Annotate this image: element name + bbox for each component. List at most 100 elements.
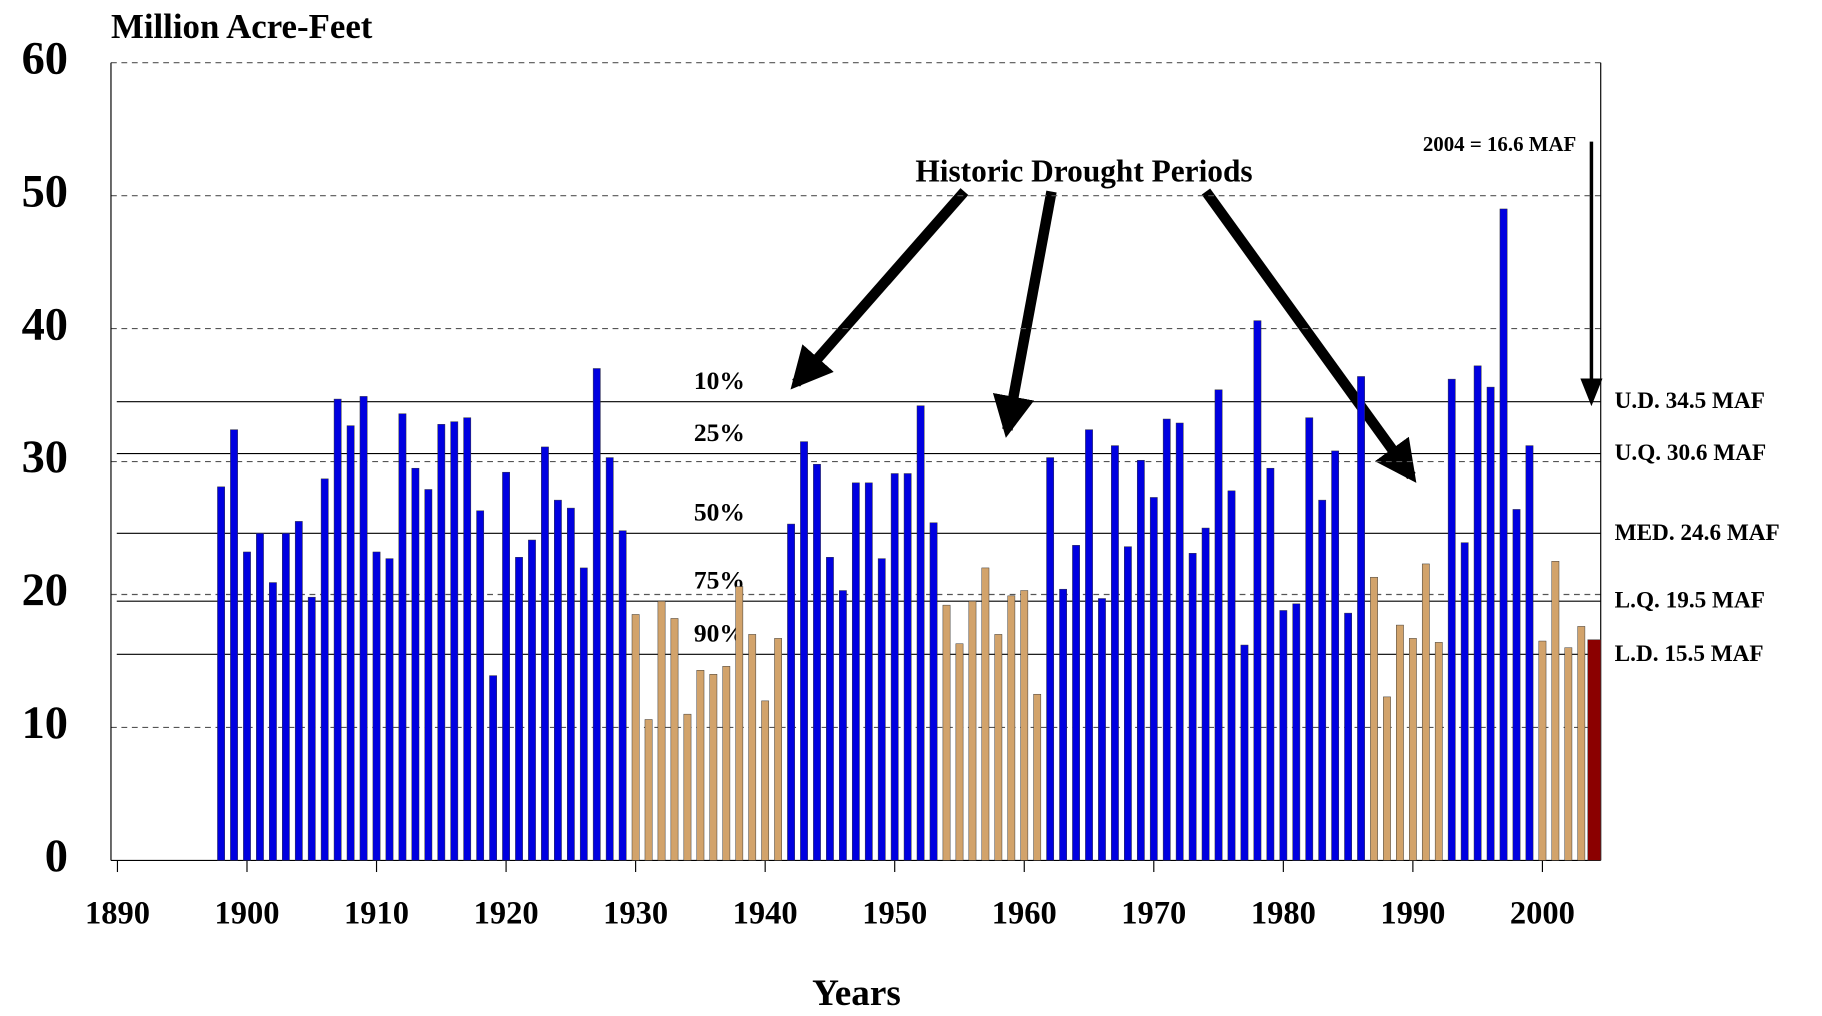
bar <box>1085 429 1093 861</box>
bar <box>1124 546 1132 861</box>
bar <box>1357 376 1365 861</box>
bar <box>1486 386 1495 861</box>
bar <box>1305 417 1314 861</box>
x-tick-label: 1980 <box>1251 896 1316 932</box>
x-axis-label: Years <box>812 973 901 1014</box>
bar <box>1421 563 1430 861</box>
bar <box>1577 626 1586 861</box>
bar <box>566 507 575 861</box>
y-tick-label: 20 <box>22 565 68 616</box>
bar <box>450 421 459 861</box>
bar <box>489 675 497 861</box>
bar <box>1318 499 1327 861</box>
bar <box>1136 459 1145 861</box>
bar <box>256 533 264 861</box>
x-tick-label: 1910 <box>344 896 409 932</box>
bar <box>1525 445 1534 861</box>
bar <box>1383 696 1391 861</box>
bar <box>1098 598 1106 861</box>
bar <box>916 405 925 861</box>
bar <box>1253 320 1262 861</box>
bar <box>813 463 821 861</box>
bar <box>1292 603 1301 861</box>
percentile-label: 25% <box>694 418 745 447</box>
bar <box>1020 590 1029 861</box>
bar <box>968 600 977 861</box>
bar <box>696 670 705 861</box>
bar <box>1434 642 1443 861</box>
bar <box>1551 561 1560 861</box>
y-tick-label: 50 <box>22 166 68 217</box>
bar <box>515 557 523 861</box>
bar <box>1162 418 1171 861</box>
bar <box>890 473 899 861</box>
bar <box>787 523 795 861</box>
bar <box>554 499 562 861</box>
bar <box>1499 208 1508 861</box>
bar <box>269 582 277 861</box>
bar <box>437 424 446 861</box>
bar <box>1564 647 1573 861</box>
bar <box>359 396 368 861</box>
y-tick-label: 10 <box>22 698 68 749</box>
bar <box>1046 457 1055 861</box>
bar <box>1473 365 1482 861</box>
bar <box>955 643 964 861</box>
bar <box>1201 527 1210 861</box>
bar <box>1409 638 1417 861</box>
bar <box>1072 545 1080 861</box>
bar <box>1214 389 1223 861</box>
arrows <box>790 141 1603 483</box>
bar <box>605 457 614 861</box>
bar <box>346 425 355 861</box>
bar <box>644 719 653 861</box>
annotation: Historic Drought Periods <box>915 153 1252 188</box>
bar <box>1033 693 1042 861</box>
reference-label: L.D. 15.5 MAF <box>1615 641 1764 667</box>
bar <box>385 558 394 861</box>
bar <box>864 482 873 861</box>
y-tick-label: 60 <box>22 33 68 84</box>
bar <box>243 551 251 861</box>
bar <box>839 590 847 861</box>
bar <box>1007 595 1016 861</box>
bar <box>1111 445 1119 861</box>
bar <box>670 618 679 861</box>
bar <box>683 713 692 861</box>
bar <box>1538 640 1547 861</box>
y-tick-label: 0 <box>45 831 68 882</box>
bar <box>502 471 510 861</box>
annotation: 2004 = 16.6 MAF <box>1423 132 1576 156</box>
bar <box>217 486 225 861</box>
bar <box>826 557 834 861</box>
bar <box>851 482 860 861</box>
bar <box>735 586 744 861</box>
bar <box>333 398 342 861</box>
y-tick-label: 40 <box>22 299 68 350</box>
bar <box>1344 612 1352 861</box>
x-tick-label: 1890 <box>85 896 150 932</box>
bar <box>528 539 536 861</box>
bar <box>877 558 886 861</box>
bar <box>748 634 757 861</box>
bar <box>1512 509 1521 861</box>
bar <box>1460 542 1469 861</box>
bar <box>294 521 303 861</box>
bar <box>307 596 316 861</box>
y-tick-label: 30 <box>22 432 68 483</box>
bar <box>372 551 381 861</box>
x-tick-label: 1900 <box>214 896 279 932</box>
bar <box>981 567 990 861</box>
bar <box>942 604 951 861</box>
bar <box>424 489 433 861</box>
bar <box>463 417 472 861</box>
bar <box>800 441 808 861</box>
bar <box>618 530 627 861</box>
x-tick-label: 2000 <box>1510 896 1575 932</box>
bar <box>1059 588 1067 861</box>
bar <box>774 638 782 861</box>
reference-label: MED. 24.6 MAF <box>1615 520 1780 546</box>
bar <box>1396 624 1404 861</box>
x-tick-label: 1960 <box>992 896 1057 932</box>
